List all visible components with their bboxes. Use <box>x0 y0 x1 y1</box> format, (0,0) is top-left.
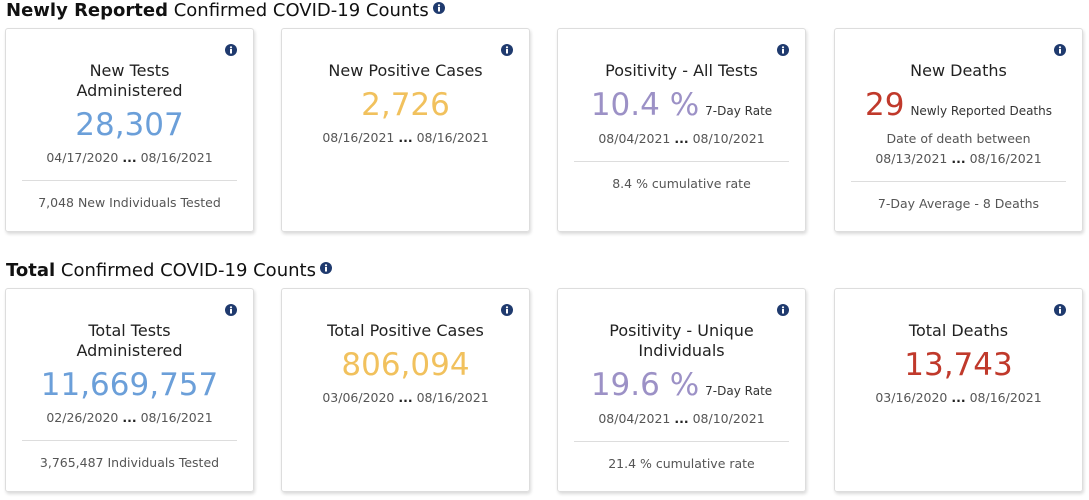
value-row: 2,726 <box>282 87 529 128</box>
separator <box>851 181 1066 182</box>
date-end: 08/16/2021 <box>969 390 1042 405</box>
date-end: 08/16/2021 <box>140 150 213 165</box>
value-suffix: Newly Reported Deaths <box>910 104 1052 118</box>
value: 19.6 % <box>590 367 700 403</box>
date-end: 08/16/2021 <box>416 390 489 405</box>
card-title: New Tests Administered <box>76 61 183 100</box>
card-footer: 8.4 % cumulative rate <box>612 176 751 191</box>
section-title-rest: Confirmed COVID-19 Counts <box>60 260 316 281</box>
date-range: 03/06/2020 ... 08/16/2021 <box>282 388 529 408</box>
date-range: 03/16/2020 ... 08/16/2021 <box>835 388 1082 408</box>
card: Positivity - All Tests 10.4 % 7-Day Rate 08… <box>557 28 806 232</box>
date-range: 08/13/2021 ... 08/16/2021 <box>835 149 1082 169</box>
date-end: 08/10/2021 <box>692 411 765 426</box>
card: Total Deaths 13,743 03/16/2020 ... 08/16/2… <box>834 288 1083 492</box>
card: New Positive Cases 2,726 08/16/2021 ... 08… <box>281 28 530 232</box>
value-row: 10.4 % 7-Day Rate <box>558 87 805 129</box>
value: 28,307 <box>75 107 184 143</box>
card: New Deaths 29 Newly Reported Deaths Date of… <box>834 28 1083 232</box>
card: Total Positive Cases 806,094 03/06/2020 ..… <box>281 288 530 492</box>
card-footer: 3,765,487 Individuals Tested <box>39 455 220 470</box>
value-suffix: 7-Day Rate <box>705 384 773 398</box>
date-range: 08/16/2021 ... 08/16/2021 <box>282 128 529 148</box>
date-range: 08/04/2021 ... 08/10/2021 <box>558 409 805 429</box>
card-title: Total Positive Cases <box>327 321 484 340</box>
section-title: Total Confirmed COVID-19 Counts <box>6 260 332 281</box>
date-separator: ... <box>398 390 413 405</box>
section-title: Newly Reported Confirmed COVID-19 Counts <box>6 0 445 21</box>
info-icon[interactable] <box>501 304 513 316</box>
note: Date of death between <box>886 131 1031 146</box>
value: 11,669,757 <box>40 367 219 403</box>
date-range: 04/17/2020 ... 08/16/2021 <box>6 148 253 168</box>
info-icon[interactable] <box>1054 304 1066 316</box>
date-start: 08/16/2021 <box>322 130 395 145</box>
date-separator: ... <box>674 411 689 426</box>
date-separator: ... <box>951 151 966 166</box>
card-title: Positivity - Unique Individuals <box>609 321 754 360</box>
section-title-bold: Total <box>6 260 56 281</box>
value: 806,094 <box>341 347 470 383</box>
date-start: 08/04/2021 <box>598 411 671 426</box>
date-end: 08/16/2021 <box>416 130 489 145</box>
separator <box>22 180 237 181</box>
date-start: 08/04/2021 <box>598 131 671 146</box>
info-icon[interactable] <box>225 44 237 56</box>
value-row: 19.6 % 7-Day Rate <box>558 367 805 409</box>
date-start: 03/06/2020 <box>322 390 395 405</box>
card: Total Tests Administered 11,669,757 02/26/… <box>5 288 254 492</box>
value: 13,743 <box>904 347 1013 383</box>
value-row: 806,094 <box>282 347 529 388</box>
date-separator: ... <box>674 131 689 146</box>
section-title-bold: Newly Reported <box>6 0 168 21</box>
date-start: 08/13/2021 <box>875 151 948 166</box>
info-icon[interactable] <box>777 304 789 316</box>
info-icon[interactable] <box>319 262 332 274</box>
card-footer: 21.4 % cumulative rate <box>608 456 755 471</box>
value: 2,726 <box>361 87 450 123</box>
value-row: 29 Newly Reported Deaths <box>835 87 1082 129</box>
date-end: 08/10/2021 <box>692 131 765 146</box>
info-icon[interactable] <box>432 2 445 14</box>
value: 10.4 % <box>590 87 700 123</box>
value-row: 11,669,757 <box>6 367 253 408</box>
date-end: 08/16/2021 <box>140 410 213 425</box>
separator <box>574 161 789 162</box>
card-title: Total Tests Administered <box>76 321 183 360</box>
value-row: 13,743 <box>835 347 1082 388</box>
separator <box>574 441 789 442</box>
card-footer: 7-Day Average - 8 Deaths <box>877 196 1040 211</box>
card: Positivity - Unique Individuals 19.6 % 7-D… <box>557 288 806 492</box>
card-title: Total Deaths <box>908 321 1009 340</box>
value: 29 <box>864 87 905 123</box>
card-footer: 7,048 New Individuals Tested <box>38 195 221 210</box>
separator <box>22 440 237 441</box>
date-end: 08/16/2021 <box>969 151 1042 166</box>
info-icon[interactable] <box>1054 44 1066 56</box>
card-title: New Positive Cases <box>328 61 483 80</box>
section-title-rest: Confirmed COVID-19 Counts <box>173 0 429 21</box>
card-title: Positivity - All Tests <box>605 61 758 80</box>
date-start: 04/17/2020 <box>46 150 119 165</box>
info-icon[interactable] <box>501 44 513 56</box>
value-row: 28,307 <box>6 107 253 148</box>
info-icon[interactable] <box>225 304 237 316</box>
date-start: 02/26/2020 <box>46 410 119 425</box>
date-separator: ... <box>398 130 413 145</box>
date-separator: ... <box>122 410 137 425</box>
date-separator: ... <box>951 390 966 405</box>
date-separator: ... <box>122 150 137 165</box>
card: New Tests Administered 28,307 04/17/2020 .… <box>5 28 254 232</box>
date-start: 03/16/2020 <box>875 390 948 405</box>
value-suffix: 7-Day Rate <box>705 104 773 118</box>
date-range: 08/04/2021 ... 08/10/2021 <box>558 129 805 149</box>
info-icon[interactable] <box>777 44 789 56</box>
card-title: New Deaths <box>910 61 1007 80</box>
date-range: 02/26/2020 ... 08/16/2021 <box>6 408 253 428</box>
